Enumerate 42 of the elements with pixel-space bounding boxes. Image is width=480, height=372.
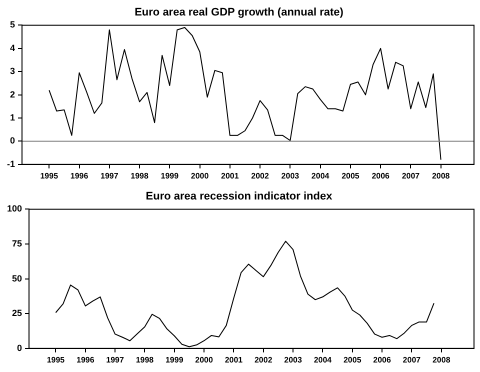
x-tick-label: 1999	[165, 355, 184, 364]
x-tick-label: 2000	[195, 355, 214, 364]
y-tick-label: 5	[10, 20, 15, 30]
x-tick-label: 2002	[251, 171, 270, 180]
x-tick-label: 2008	[432, 171, 450, 180]
x-tick-label: 2007	[402, 355, 422, 364]
x-tick-label: 2001	[224, 355, 244, 364]
y-tick-label: 4	[10, 42, 15, 53]
x-tick-label: 2003	[281, 171, 300, 180]
y-tick-label: 0	[10, 136, 15, 146]
x-tick-label: 1997	[106, 355, 124, 364]
x-tick-label: 2004	[311, 171, 330, 180]
chart-title: Euro area recession indicator index	[146, 190, 334, 203]
x-tick-label: 2007	[402, 171, 420, 180]
x-tick-label: 1998	[136, 355, 154, 364]
y-tick-label: 100	[6, 204, 22, 214]
y-tick-label: 3	[10, 66, 15, 76]
x-tick-label: 1999	[160, 171, 180, 180]
y-tick-label: 75	[12, 238, 22, 248]
x-tick-label: 2002	[254, 355, 273, 364]
x-tick-label: 2001	[221, 171, 240, 180]
chart-title: Euro area real GDP growth (annual rate)	[134, 6, 344, 19]
x-tick-label: 2000	[190, 171, 210, 180]
y-tick-label: 1	[10, 112, 15, 122]
x-tick-label: 2004	[314, 355, 332, 364]
x-tick-label: 1995	[40, 171, 59, 180]
y-tick-label: 0	[17, 342, 22, 353]
x-tick-label: 2003	[284, 355, 302, 364]
y-tick-label: 50	[12, 273, 22, 284]
x-tick-label: 1998	[130, 171, 149, 180]
x-tick-label: 2005	[342, 171, 360, 180]
x-tick-label: 1996	[70, 171, 89, 180]
y-tick-label: -1	[6, 158, 15, 169]
x-tick-label: 2006	[373, 355, 392, 364]
y-tick-label: 2	[10, 89, 15, 100]
x-tick-label: 2005	[343, 355, 362, 364]
y-tick-label: 25	[12, 308, 22, 318]
x-tick-label: 1995	[46, 355, 66, 364]
x-tick-label: 1997	[100, 171, 119, 180]
x-tick-label: 2006	[372, 171, 390, 180]
x-tick-label: 1996	[76, 355, 95, 364]
x-tick-label: 2008	[432, 355, 451, 364]
